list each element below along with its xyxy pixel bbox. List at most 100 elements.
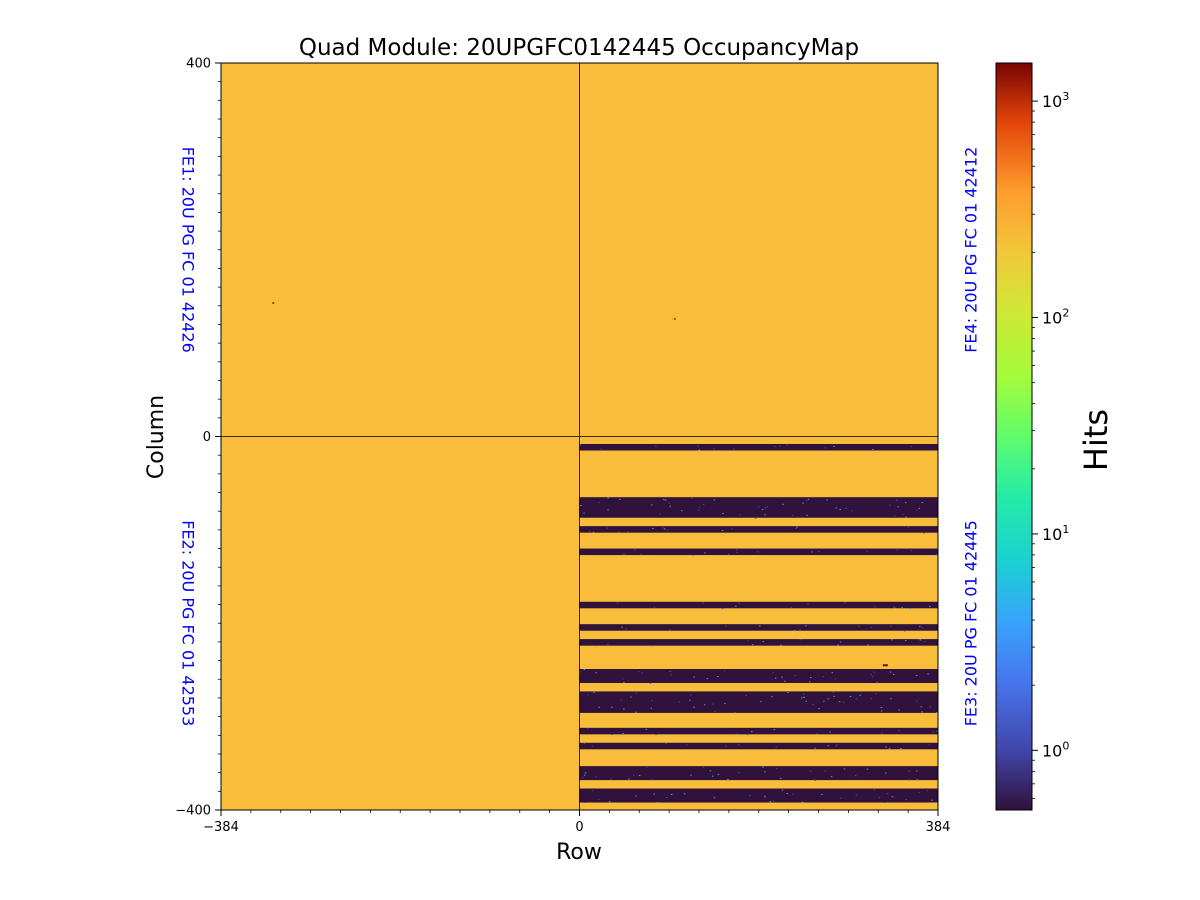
speckle [885, 772, 887, 774]
speckle [722, 512, 724, 514]
speckle [616, 602, 619, 604]
x-tick-label: 0 [575, 820, 583, 835]
speckle [727, 554, 730, 556]
speckle [760, 701, 762, 703]
speckle [668, 502, 670, 504]
speckle [782, 503, 784, 505]
y-tick-label: 400 [186, 57, 211, 72]
speckle [867, 630, 870, 632]
speckle [915, 700, 918, 702]
colorbar-tick-label: 102 [1042, 307, 1069, 328]
speckle [738, 602, 740, 604]
speckle [891, 796, 894, 798]
fe-label-fe2: FE2: 20U PG FC 01 42553 [179, 520, 198, 726]
speckle [859, 694, 861, 696]
speckle [583, 774, 586, 776]
speckle [711, 703, 714, 705]
speckle [799, 639, 801, 641]
hot-pixel-1 [272, 301, 275, 304]
empty-band-3 [579, 526, 938, 533]
speckle [595, 776, 598, 778]
speckle [919, 626, 921, 628]
speckle [754, 517, 757, 519]
speckle [693, 676, 695, 678]
speckle [875, 693, 877, 695]
speckle [904, 502, 907, 504]
speckle [876, 682, 879, 684]
speckle [774, 677, 777, 679]
speckle [866, 768, 869, 770]
speckle [781, 789, 784, 791]
speckle [838, 701, 841, 703]
speckle [830, 776, 833, 778]
speckle [619, 498, 621, 500]
speckle [824, 770, 826, 772]
speckle [751, 731, 753, 733]
speckle [904, 640, 907, 642]
speckle [598, 706, 600, 708]
speckle [734, 711, 737, 713]
speckle [756, 551, 759, 553]
speckle [665, 743, 667, 745]
speckle [650, 707, 653, 709]
colorbar-tick-label: 103 [1042, 90, 1069, 111]
speckle [713, 499, 716, 501]
speckle [591, 790, 594, 792]
speckle [702, 766, 705, 768]
speckle [936, 712, 938, 714]
speckle [915, 770, 918, 772]
speckle [909, 608, 912, 610]
speckle [794, 527, 797, 529]
speckle [623, 682, 625, 684]
speckle [628, 778, 630, 780]
speckle [651, 504, 653, 506]
speckle [893, 673, 895, 675]
speckle [806, 499, 808, 501]
speckle [584, 772, 587, 774]
speckle [935, 554, 938, 556]
speckle [691, 497, 693, 499]
speckle [630, 696, 632, 698]
speckle [623, 708, 625, 710]
speckle [706, 678, 708, 680]
speckle [888, 748, 891, 750]
speckle [669, 505, 672, 507]
speckle [792, 793, 794, 795]
speckle [621, 626, 623, 628]
speckle [842, 701, 845, 703]
speckle [829, 731, 831, 733]
chip-fe1-fill [221, 63, 580, 437]
speckle [670, 674, 673, 676]
speckle [808, 681, 811, 683]
speckle [733, 448, 735, 450]
colorbar-label: Hits [1077, 409, 1115, 471]
speckle [880, 707, 883, 709]
speckle [721, 529, 724, 531]
speckle [681, 510, 683, 512]
empty-band-12 [579, 766, 938, 781]
speckle [717, 773, 720, 775]
speckle [898, 729, 901, 731]
speckle [915, 675, 918, 677]
speckle [818, 708, 820, 710]
speckle [595, 672, 597, 674]
speckle [881, 732, 883, 734]
speckle [807, 498, 810, 500]
speckle [762, 766, 764, 768]
speckle [779, 777, 782, 779]
speckle [623, 553, 625, 555]
speckle [583, 669, 586, 671]
speckle [833, 695, 835, 697]
speckle [897, 506, 899, 508]
x-tick-label: 384 [926, 820, 951, 835]
speckle [713, 797, 716, 799]
speckle [883, 802, 886, 804]
speckle [580, 505, 582, 507]
speckle [807, 603, 809, 605]
speckle [817, 550, 820, 552]
speckle [835, 507, 837, 509]
speckle [697, 445, 700, 447]
speckle [802, 502, 804, 504]
fe-label-fe3: FE3: 20U PG FC 01 42445 [962, 520, 981, 726]
fe-label-fe1: FE1: 20U PG FC 01 42426 [179, 147, 198, 353]
